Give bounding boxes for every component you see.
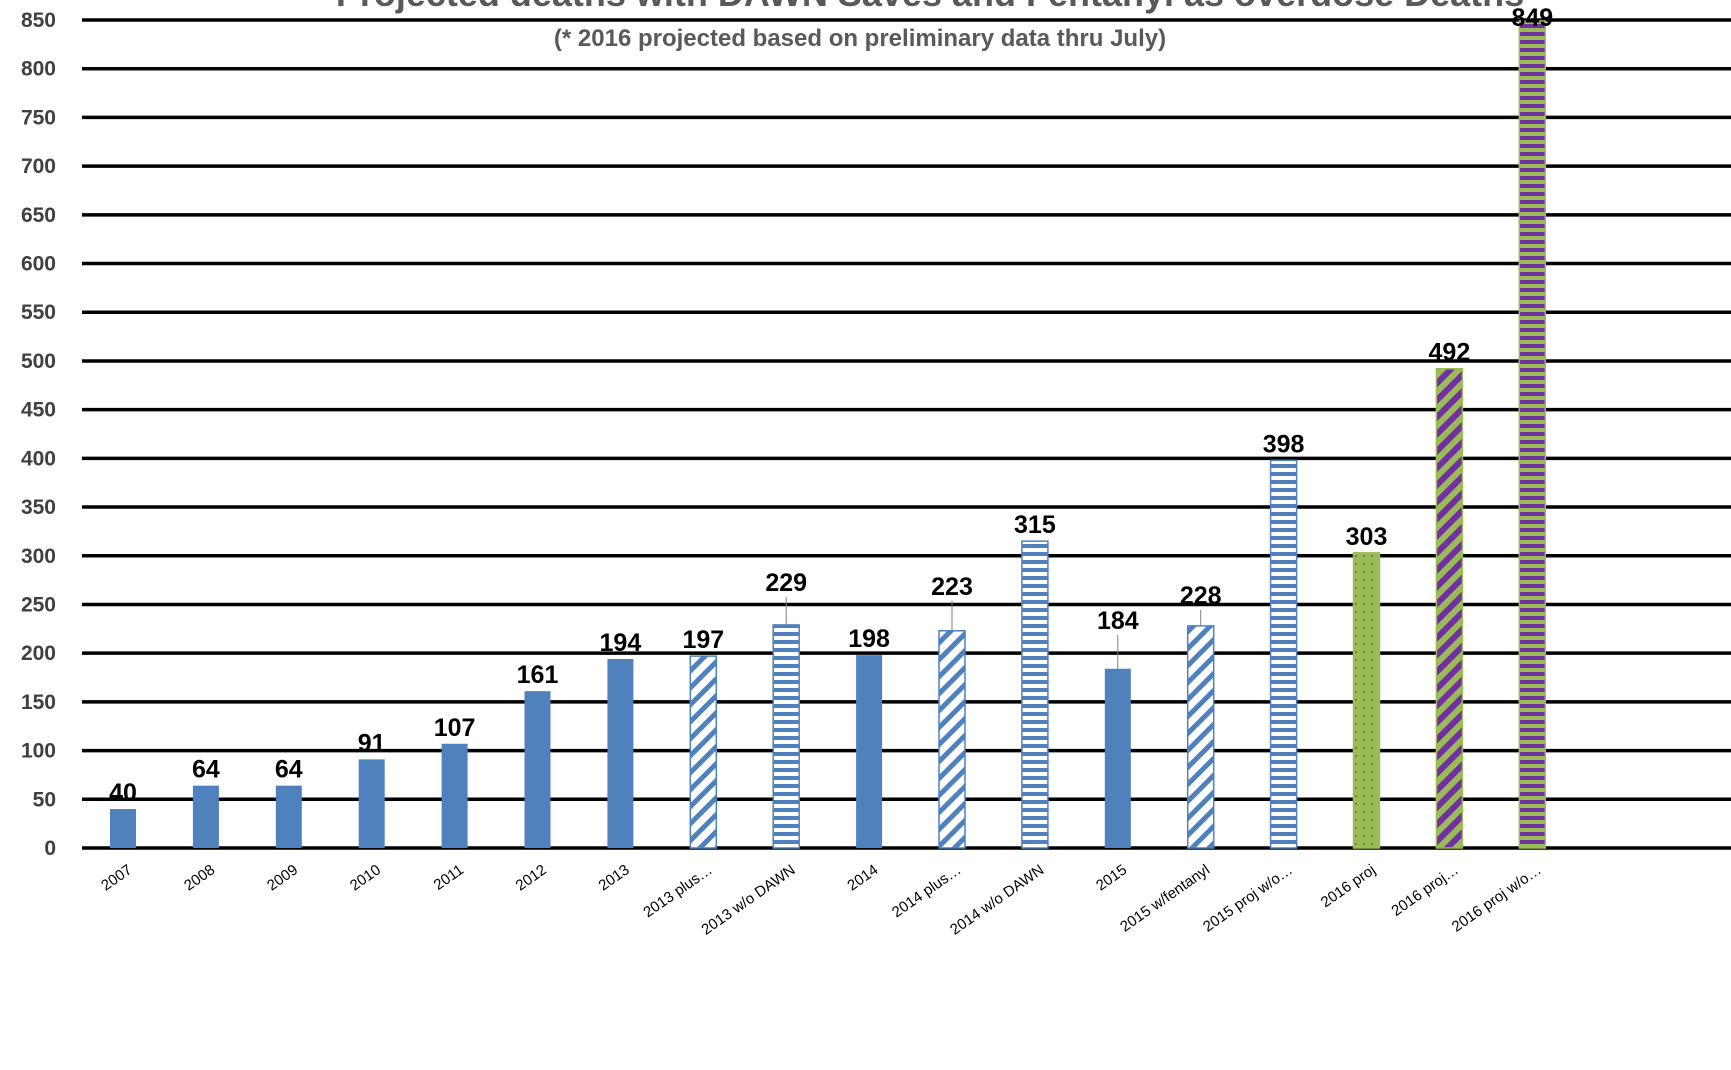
y-tick-label: 750 bbox=[21, 106, 56, 129]
bar bbox=[1104, 668, 1131, 848]
y-tick-label: 650 bbox=[21, 204, 56, 227]
data-label: 492 bbox=[1429, 339, 1471, 367]
y-tick-label: 0 bbox=[44, 837, 56, 860]
bar bbox=[524, 691, 551, 848]
data-label: 229 bbox=[765, 569, 807, 597]
bar bbox=[1021, 540, 1049, 849]
data-label: 194 bbox=[600, 629, 642, 657]
bar bbox=[1518, 20, 1547, 849]
y-tick-label: 550 bbox=[21, 301, 56, 324]
bar bbox=[772, 624, 800, 849]
data-label: 315 bbox=[1014, 511, 1056, 539]
x-tick-label: 2014 plus… bbox=[889, 861, 964, 921]
bar bbox=[110, 809, 136, 848]
data-label: 40 bbox=[109, 779, 137, 807]
bar bbox=[856, 655, 883, 848]
data-label: 398 bbox=[1263, 430, 1305, 458]
y-tick-label: 250 bbox=[21, 593, 56, 616]
x-tick-label: 2015 w/fentanyl bbox=[1117, 861, 1213, 935]
data-labels: 40 64 64 91 107 161 194 197 229 198 223 315 184 228 39… bbox=[109, 4, 1553, 807]
data-label: 849 bbox=[1511, 4, 1553, 32]
chart-title: Projected deaths with DAWN Saves and Fen… bbox=[336, 0, 1524, 14]
gridlines bbox=[82, 18, 1731, 850]
data-label: 184 bbox=[1097, 607, 1139, 635]
y-tick-label: 150 bbox=[21, 691, 56, 714]
data-label: 198 bbox=[848, 625, 890, 653]
y-axis-ticks: 0 50 100 150 200 250 300 350 400 450 500 550 600 650 7… bbox=[21, 9, 56, 860]
bar bbox=[441, 743, 468, 848]
data-label: 91 bbox=[358, 729, 386, 757]
y-tick-label: 300 bbox=[21, 545, 56, 568]
data-label: 223 bbox=[931, 573, 973, 601]
x-tick-label: 2013 plus… bbox=[640, 861, 715, 921]
bar bbox=[1186, 625, 1215, 849]
bars bbox=[110, 20, 1547, 849]
x-tick-label: 2007 bbox=[98, 861, 135, 894]
bar bbox=[689, 655, 718, 849]
y-tick-label: 400 bbox=[21, 447, 56, 470]
data-label: 197 bbox=[682, 626, 724, 654]
data-label: 107 bbox=[434, 714, 476, 742]
bar bbox=[1269, 459, 1298, 849]
x-tick-label: 2013 bbox=[596, 861, 633, 894]
bar bbox=[1352, 552, 1381, 849]
x-tick-label: 2012 bbox=[513, 861, 550, 894]
data-label: 161 bbox=[517, 661, 559, 689]
data-label: 228 bbox=[1180, 582, 1222, 610]
bar bbox=[938, 630, 966, 849]
x-tick-label: 2014 bbox=[844, 861, 881, 894]
y-tick-label: 450 bbox=[21, 399, 56, 422]
x-tick-label: 2010 bbox=[347, 861, 384, 894]
y-tick-label: 800 bbox=[21, 58, 56, 81]
x-tick-label: 2016 proj… bbox=[1388, 861, 1461, 919]
data-label: 303 bbox=[1346, 523, 1388, 551]
y-tick-label: 100 bbox=[21, 740, 56, 763]
bar bbox=[192, 785, 219, 848]
x-tick-label: 2011 bbox=[431, 861, 467, 893]
data-label: 64 bbox=[275, 756, 303, 784]
x-tick-label: 2016 proj w/o… bbox=[1449, 861, 1545, 935]
x-tick-label: 2015 bbox=[1093, 861, 1130, 894]
data-label-leaders bbox=[785, 596, 1202, 669]
x-tick-label: 2015 proj w/o… bbox=[1200, 861, 1296, 935]
y-tick-label: 600 bbox=[21, 253, 56, 276]
bar bbox=[275, 785, 302, 848]
data-label: 64 bbox=[192, 756, 220, 784]
y-tick-label: 200 bbox=[21, 642, 56, 665]
bar bbox=[1435, 367, 1464, 849]
x-axis-ticks: 2007 2008 2009 2010 2011 2012 2013 2013 plus… 20… bbox=[98, 861, 1544, 938]
y-tick-label: 500 bbox=[21, 350, 56, 373]
y-tick-label: 350 bbox=[21, 496, 56, 519]
x-tick-label: 2009 bbox=[264, 861, 301, 894]
bar bbox=[358, 759, 385, 848]
bar bbox=[607, 659, 634, 848]
y-tick-label: 50 bbox=[33, 788, 56, 811]
chart-subtitle: (* 2016 projected based on preliminary d… bbox=[554, 25, 1166, 52]
x-tick-label: 2016 proj bbox=[1318, 861, 1379, 911]
y-tick-label: 850 bbox=[21, 9, 56, 32]
x-tick-label: 2008 bbox=[181, 861, 218, 894]
y-tick-label: 700 bbox=[21, 155, 56, 178]
